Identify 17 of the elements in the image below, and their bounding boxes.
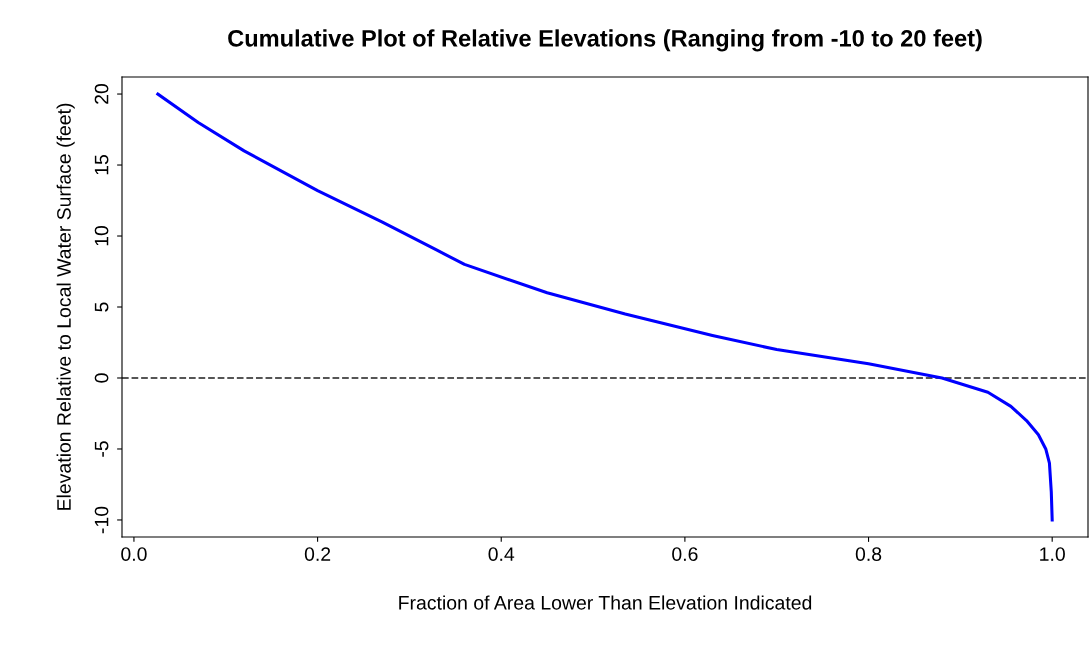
y-tick-label: -5	[94, 441, 109, 457]
x-tick-label: 0.6	[672, 547, 698, 561]
y-tick-label: -10	[94, 506, 109, 534]
x-axis-title: Fraction of Area Lower Than Elevation Indicated	[399, 595, 812, 610]
chart-title: Cumulative Plot of Relative Elevations (Ranging from -10 to 20 feet)	[228, 29, 982, 52]
x-tick-label: 0.2	[304, 547, 331, 561]
x-tick-label: 0.0	[121, 547, 147, 561]
y-tick-label: 15	[94, 155, 109, 175]
x-tick-label: 0.4	[488, 547, 515, 561]
y-tick-label: 5	[94, 302, 109, 312]
y-tick-label: 20	[94, 83, 109, 104]
line-series	[156, 92, 1054, 522]
y-tick-label: 0	[94, 373, 109, 383]
y-axis-title: Elevation Relative to Local Water Surface (feet)	[56, 103, 75, 510]
x-tick-label: 1.0	[1040, 547, 1065, 561]
y-tick-label: 10	[94, 225, 109, 246]
x-tick-label: 0.8	[855, 547, 882, 561]
